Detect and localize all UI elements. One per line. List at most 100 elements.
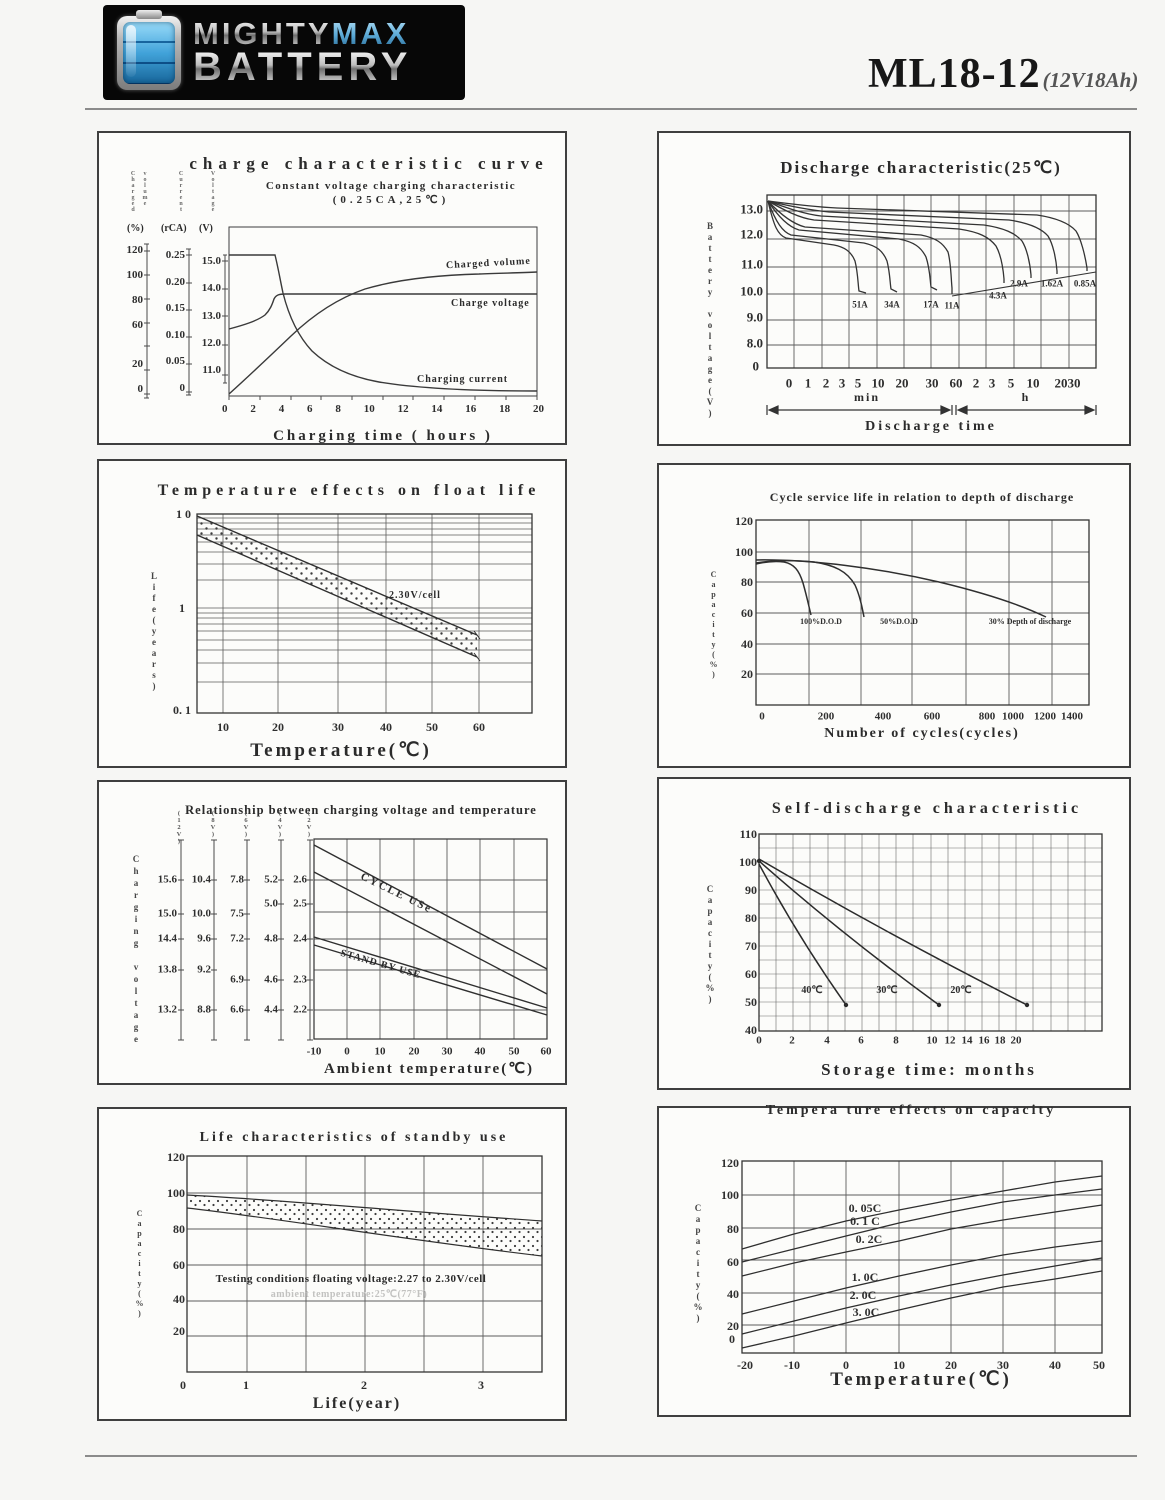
y-tick: 1 0 — [176, 507, 191, 521]
x-tick: 2 — [250, 403, 256, 415]
v-tick: 11.0 — [202, 364, 221, 376]
x-tick: 10 — [893, 1358, 905, 1372]
x-tick: 0 — [843, 1358, 849, 1372]
v-tick: 14.0 — [201, 282, 221, 295]
rate-label: 2. 0C — [849, 1288, 877, 1302]
scale-4v-tick: 4.6 — [264, 973, 278, 986]
y-tick: 60 — [741, 606, 753, 620]
y-tick: 60 — [727, 1255, 739, 1269]
float-life-band — [197, 516, 477, 657]
mini-axis-label: Voltage — [210, 171, 216, 213]
y-axis-label: Capacity(%) — [705, 884, 715, 1005]
curve-charge-voltage — [228, 293, 537, 330]
scale-8v-tick: 9.6 — [197, 932, 211, 945]
y-tick: 40 — [741, 637, 753, 651]
rate-label: 0. 05C — [848, 1201, 882, 1215]
y-tick: 11.0 — [740, 256, 763, 272]
current-label: 51A — [852, 299, 868, 310]
chart-title: Cycle service life in relation to depth … — [769, 490, 1075, 504]
x-tick: 30 — [925, 375, 939, 391]
unit-h: h — [1021, 390, 1031, 404]
standby-band-upper — [313, 936, 548, 1009]
chart-title: Relationship between charging voltage an… — [185, 803, 537, 817]
y-tick: 60 — [173, 1258, 185, 1272]
x-tick: 18 — [994, 1034, 1006, 1047]
y-tick: 50 — [745, 995, 757, 1009]
x-tick: 40 — [474, 1045, 486, 1058]
curve-2-9a — [767, 200, 1032, 278]
scale-12v-tick: 15.6 — [157, 873, 177, 886]
band-lower-edge — [186, 1207, 543, 1257]
scale-8v-tick: 9.2 — [197, 963, 211, 976]
cycle-band-upper — [313, 844, 548, 970]
panel-charging-voltage-temperature: Relationship between charging voltage an… — [97, 780, 567, 1085]
rca-tick: 0 — [179, 381, 186, 394]
y-tick: 70 — [745, 939, 757, 953]
x-tick: 60 — [473, 720, 485, 734]
x-tick: 0 — [344, 1045, 350, 1058]
brand-word-battery: BATTERY — [193, 45, 413, 90]
x-tick: 0 — [785, 375, 793, 391]
ambient-temperature-note: ambient temperature:25℃(77°F) — [270, 1289, 428, 1300]
y-tick: 0 — [752, 358, 760, 374]
x-tick: 2 — [972, 375, 980, 391]
y-tick: 120 — [167, 1150, 185, 1164]
x-tick: 0 — [756, 1034, 762, 1047]
x-tick: 12 — [397, 403, 409, 415]
x-tick: 20 — [1054, 375, 1068, 391]
scale-2v-tick: 2.5 — [293, 897, 307, 910]
pct-tick: 100 — [126, 269, 144, 281]
x-tick: 14 — [431, 403, 443, 415]
panel-discharge-characteristic: Discharge characteristic(25℃) Battery vo… — [657, 131, 1131, 446]
cycle-life-chart-canvas — [755, 519, 1090, 706]
x-tick: 2 — [822, 375, 830, 391]
y-tick: 110 — [739, 827, 757, 841]
x-axis-label: Ambient temperature(℃) — [323, 1061, 535, 1077]
curve-charging-current — [229, 254, 538, 392]
chart-title: Temperature effects on float life — [157, 482, 541, 499]
rca-tick: 0.15 — [165, 302, 185, 315]
chart-title: Self-discharge characteristic — [771, 800, 1083, 817]
scale-2v-tick: 2.6 — [293, 873, 307, 886]
y-tick: 9.0 — [746, 309, 763, 325]
scale-2v-tick: 2.4 — [293, 932, 307, 945]
chart-title: Discharge characteristic(25℃) — [780, 158, 1062, 177]
current-label: 1.62A — [1040, 278, 1064, 289]
current-label: 0.85A — [1073, 278, 1097, 289]
test-conditions-note: Testing conditions floating voltage:2.27… — [215, 1273, 487, 1285]
curve-charged-volume — [228, 271, 538, 395]
scale-8v-tick: 10.4 — [191, 873, 211, 886]
self-discharge-chart-canvas — [756, 833, 1103, 1032]
x-tick: 40 — [380, 720, 392, 734]
x-tick: 30 — [997, 1358, 1009, 1372]
x-tick: 3 — [988, 375, 996, 391]
rca-axis-header: (rCA) — [161, 223, 187, 234]
pct-tick: 120 — [126, 244, 144, 256]
x-tick: 1000 — [1002, 710, 1024, 723]
y-tick: 20 — [727, 1319, 739, 1333]
cvt-chart-canvas — [178, 838, 548, 1041]
cutoff-line — [951, 271, 1097, 297]
band-upper-edge — [196, 515, 478, 636]
curve-10c — [741, 1240, 1103, 1315]
x-tick: 14 — [961, 1034, 973, 1047]
x-tick: 3 — [838, 375, 846, 391]
x-tick: 10 — [1026, 375, 1040, 391]
panel-self-discharge: Self-discharge characteristic Capacity(%… — [657, 777, 1131, 1090]
x-tick: 6 — [858, 1034, 864, 1047]
y-tick: 80 — [727, 1222, 739, 1236]
scale-12v-tick: 15.0 — [157, 907, 177, 920]
x-axis-label: Temperature(℃) — [830, 1369, 1012, 1390]
rate-label: 0. 1 C — [850, 1214, 880, 1228]
percent-axis-header: (%) — [127, 223, 144, 234]
x-tick: 0 — [759, 710, 765, 723]
scale-4v-tick: 5.2 — [264, 873, 278, 886]
y-tick: 40 — [745, 1023, 757, 1037]
dod-label: 100%D.O.D — [800, 617, 842, 626]
x-tick: 800 — [978, 710, 996, 723]
pct-tick: 80 — [132, 294, 143, 306]
chart-title: Life characteristics of standby use — [199, 1130, 509, 1145]
scale-2v-tick: 2.3 — [293, 973, 307, 986]
brand-wordmark: MIGHTYMAX BATTERY — [193, 18, 413, 90]
